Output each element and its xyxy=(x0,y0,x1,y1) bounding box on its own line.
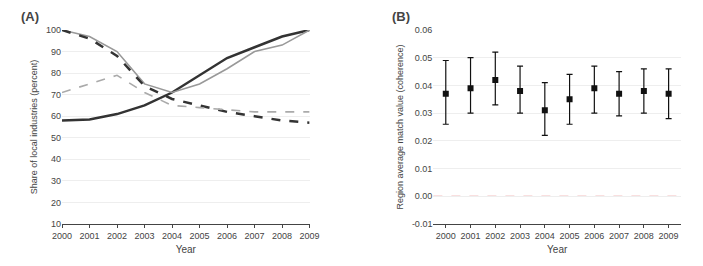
svg-text:90: 90 xyxy=(51,47,61,57)
svg-text:2009: 2009 xyxy=(300,231,320,241)
svg-text:0.02: 0.02 xyxy=(415,136,433,146)
svg-text:2002: 2002 xyxy=(107,231,127,241)
svg-text:2006: 2006 xyxy=(217,231,237,241)
svg-text:2003: 2003 xyxy=(135,231,155,241)
svg-text:2004: 2004 xyxy=(535,231,555,241)
svg-text:0.01: 0.01 xyxy=(415,164,433,174)
svg-text:2006: 2006 xyxy=(584,231,604,241)
svg-text:2008: 2008 xyxy=(634,231,654,241)
svg-text:70: 70 xyxy=(51,90,61,100)
svg-text:(B): (B) xyxy=(392,9,410,24)
svg-text:2004: 2004 xyxy=(162,231,182,241)
svg-text:2007: 2007 xyxy=(609,231,629,241)
svg-text:2001: 2001 xyxy=(461,231,481,241)
svg-text:30: 30 xyxy=(51,176,61,186)
svg-text:2003: 2003 xyxy=(510,231,530,241)
svg-text:Region average match value (co: Region average match value (coherence) xyxy=(395,44,405,209)
svg-text:0.03: 0.03 xyxy=(415,108,433,118)
svg-text:0.04: 0.04 xyxy=(415,81,433,91)
svg-text:100: 100 xyxy=(46,25,61,35)
svg-text:2000: 2000 xyxy=(436,231,456,241)
svg-text:0.00: 0.00 xyxy=(415,191,433,201)
svg-text:2002: 2002 xyxy=(485,231,505,241)
svg-text:Share of local industries (per: Share of local industries (percent) xyxy=(29,60,39,195)
svg-text:2008: 2008 xyxy=(272,231,292,241)
svg-text:10: 10 xyxy=(51,219,61,229)
svg-text:2005: 2005 xyxy=(560,231,580,241)
svg-text:2007: 2007 xyxy=(245,231,265,241)
svg-text:40: 40 xyxy=(51,154,61,164)
svg-text:(A): (A) xyxy=(21,9,39,24)
svg-text:60: 60 xyxy=(51,111,61,121)
svg-text:0.05: 0.05 xyxy=(415,53,433,63)
svg-text:20: 20 xyxy=(51,198,61,208)
svg-text:-0.01: -0.01 xyxy=(412,219,433,229)
svg-text:2005: 2005 xyxy=(190,231,210,241)
svg-text:50: 50 xyxy=(51,133,61,143)
svg-text:80: 80 xyxy=(51,68,61,78)
svg-text:Year: Year xyxy=(547,244,568,255)
svg-text:2000: 2000 xyxy=(52,231,72,241)
svg-text:0.06: 0.06 xyxy=(415,25,433,35)
svg-text:2001: 2001 xyxy=(79,231,99,241)
svg-text:Year: Year xyxy=(176,244,197,255)
svg-text:2009: 2009 xyxy=(659,231,679,241)
